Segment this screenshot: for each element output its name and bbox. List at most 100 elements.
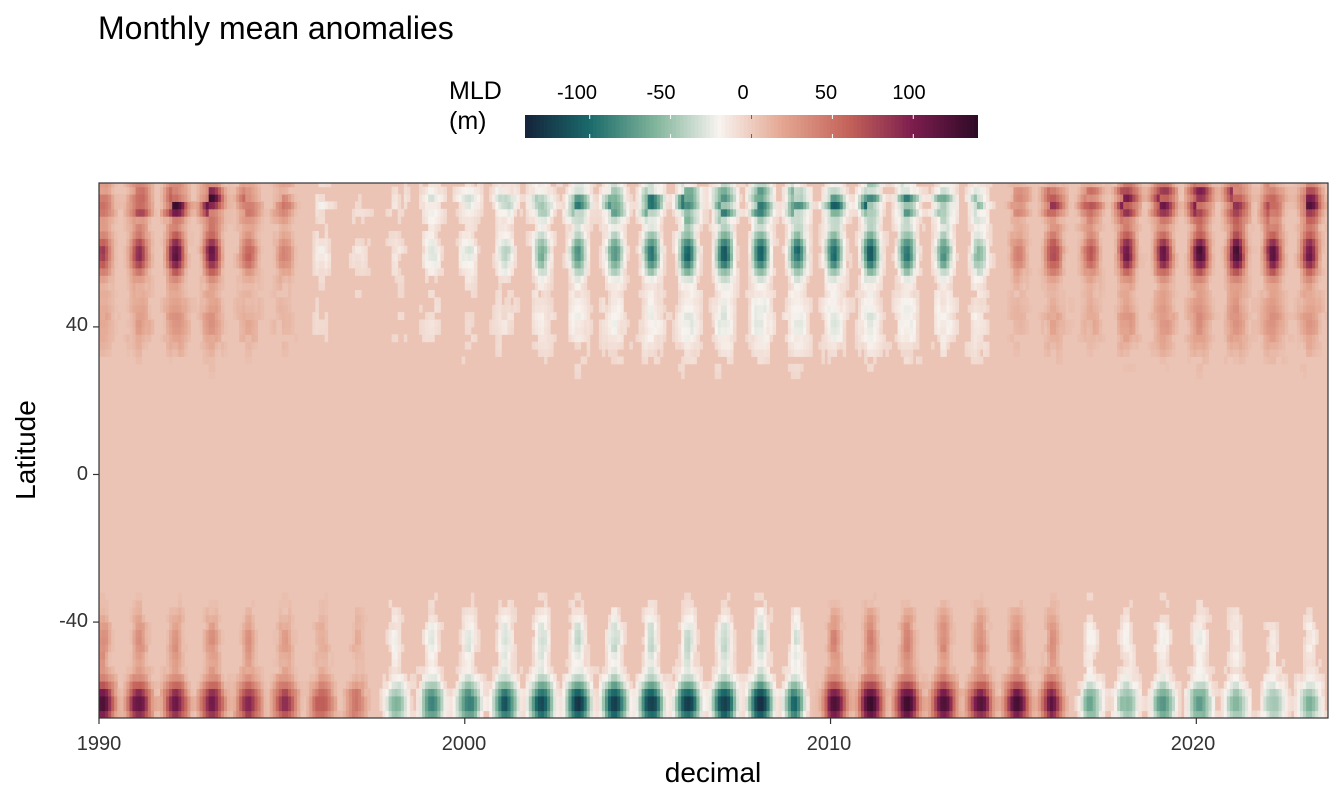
heatmap-cell	[281, 599, 286, 608]
heatmap-cell	[644, 319, 649, 328]
heatmap-cell	[583, 201, 588, 210]
heatmap-cell	[678, 208, 682, 217]
heatmap-cell	[611, 349, 615, 357]
heatmap-cell	[720, 607, 725, 616]
heatmap-cell	[129, 186, 133, 195]
heatmap-cell	[537, 651, 542, 660]
heatmap-cell	[501, 312, 505, 320]
heatmap-cell	[656, 636, 661, 645]
heatmap-cell	[294, 666, 298, 675]
heatmap-cell	[175, 290, 179, 298]
heatmap-cell	[187, 312, 191, 320]
heatmap-cell	[501, 208, 505, 217]
heatmap-cell	[513, 208, 517, 217]
heatmap-cell	[163, 319, 167, 328]
heatmap-cell	[601, 260, 606, 269]
heatmap-cell	[644, 186, 649, 195]
heatmap-cell	[202, 688, 207, 697]
heatmap-cell	[208, 201, 213, 210]
heatmap-cell	[169, 673, 173, 682]
heatmap-cell	[202, 629, 207, 638]
heatmap-cell	[516, 304, 521, 313]
heatmap-cell	[132, 267, 136, 276]
heatmap-cell	[275, 651, 280, 660]
heatmap-cell	[294, 703, 298, 712]
heatmap-cell	[720, 666, 725, 675]
heatmap-cell	[653, 282, 658, 291]
heatmap-cell	[620, 356, 624, 365]
heatmap-cell	[141, 710, 146, 719]
heatmap-cell	[455, 710, 460, 719]
heatmap-cell	[577, 260, 582, 269]
heatmap-cell	[498, 622, 502, 630]
heatmap-cell	[617, 607, 621, 616]
heatmap-cell	[138, 183, 143, 188]
heatmap-cell	[504, 666, 508, 675]
heatmap-cell	[217, 710, 222, 719]
heatmap-cell	[108, 703, 112, 712]
heatmap-cell	[135, 695, 140, 704]
heatmap-cell	[160, 688, 164, 697]
heatmap-cell	[284, 703, 289, 712]
heatmap-cell	[455, 688, 460, 697]
heatmap-cell	[178, 592, 182, 601]
heatmap-cell	[361, 659, 365, 667]
heatmap-cell	[288, 629, 292, 638]
heatmap-cell	[123, 194, 127, 202]
heatmap-cell	[138, 275, 143, 284]
heatmap-cell	[470, 622, 475, 630]
heatmap-cell	[696, 186, 700, 195]
heatmap-cell	[242, 216, 246, 225]
heatmap-cell	[650, 644, 655, 653]
heatmap-cell	[199, 681, 204, 689]
heatmap-cell	[99, 614, 103, 623]
heatmap-cell	[473, 290, 478, 298]
heatmap-cell	[318, 282, 322, 291]
heatmap-cell	[397, 607, 402, 616]
heatmap-cell	[358, 681, 362, 689]
heatmap-cell	[501, 194, 505, 202]
heatmap-cell	[477, 673, 481, 682]
heatmap-cell	[260, 304, 265, 313]
heatmap-cell	[605, 238, 609, 247]
heatmap-cell	[653, 194, 658, 202]
heatmap-cell	[141, 183, 146, 188]
heatmap-cell	[108, 622, 112, 630]
heatmap-cell	[717, 644, 722, 653]
heatmap-cell	[233, 297, 237, 306]
heatmap-cell	[693, 238, 697, 247]
heatmap-cell	[141, 275, 146, 284]
heatmap-cell	[239, 319, 243, 328]
heatmap-cell	[528, 231, 533, 239]
heatmap-cell	[160, 238, 164, 247]
heatmap-cell	[175, 636, 179, 645]
heatmap-cell	[284, 216, 289, 225]
heatmap-cell	[403, 681, 408, 689]
heatmap-cell	[160, 710, 164, 719]
colorbar-swatch	[966, 115, 972, 138]
heatmap-cell	[574, 267, 578, 276]
heatmap-cell	[385, 636, 389, 645]
heatmap-cell	[202, 208, 207, 217]
heatmap-cell	[220, 703, 225, 712]
heatmap-cell	[123, 681, 127, 689]
heatmap-cell	[601, 326, 606, 335]
heatmap-cell	[105, 644, 109, 653]
heatmap-cell	[513, 201, 517, 210]
heatmap-cell	[574, 216, 578, 225]
heatmap-cell	[583, 304, 588, 313]
heatmap-cell	[141, 216, 146, 225]
heatmap-cell	[397, 194, 402, 202]
heatmap-cell	[717, 201, 722, 210]
heatmap-cell	[309, 673, 313, 682]
heatmap-cell	[397, 622, 402, 630]
heatmap-cell	[650, 194, 655, 202]
heatmap-cell	[577, 238, 582, 247]
heatmap-cell	[641, 651, 646, 660]
heatmap-cell	[577, 695, 582, 704]
heatmap-cell	[150, 319, 155, 328]
heatmap-cell	[495, 673, 499, 682]
heatmap-cell	[187, 183, 191, 188]
heatmap-cell	[260, 688, 265, 697]
heatmap-cell	[230, 695, 234, 704]
